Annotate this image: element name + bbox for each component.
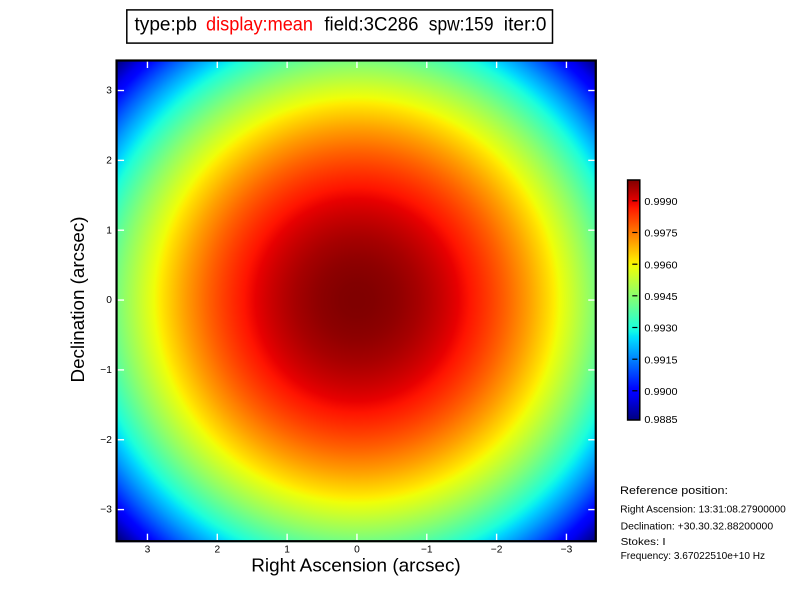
svg-text:3: 3 xyxy=(145,544,151,555)
svg-text:1: 1 xyxy=(284,544,290,555)
svg-text:iter:0: iter:0 xyxy=(504,15,547,36)
svg-text:Declination: +30.30.32.8820000: Declination: +30.30.32.88200000 xyxy=(621,522,774,533)
svg-text:0.9990: 0.9990 xyxy=(644,197,678,208)
svg-text:type:pb: type:pb xyxy=(135,15,198,36)
svg-text:field:3C286: field:3C286 xyxy=(324,15,418,36)
svg-text:1: 1 xyxy=(106,225,112,236)
svg-text:−2: −2 xyxy=(100,435,112,446)
svg-text:0.9930: 0.9930 xyxy=(644,324,678,335)
svg-text:−1: −1 xyxy=(421,544,433,555)
svg-text:0.9885: 0.9885 xyxy=(644,415,678,426)
svg-text:0.9960: 0.9960 xyxy=(644,260,678,271)
svg-text:3: 3 xyxy=(106,86,112,97)
svg-text:2: 2 xyxy=(106,155,112,166)
svg-text:Stokes: I: Stokes: I xyxy=(621,537,666,548)
svg-text:−2: −2 xyxy=(491,544,503,555)
svg-text:Reference position:: Reference position: xyxy=(620,485,728,497)
svg-text:−3: −3 xyxy=(100,505,112,516)
svg-text:2: 2 xyxy=(214,544,220,555)
svg-text:0.9900: 0.9900 xyxy=(644,387,678,398)
svg-text:display:mean: display:mean xyxy=(206,15,313,36)
svg-text:0.9975: 0.9975 xyxy=(644,229,678,240)
svg-text:Frequency: 3.67022510e+10 Hz: Frequency: 3.67022510e+10 Hz xyxy=(621,551,766,562)
svg-text:0.9915: 0.9915 xyxy=(644,355,678,366)
svg-text:Right Ascension (arcsec): Right Ascension (arcsec) xyxy=(251,554,461,575)
svg-text:Declination (arcsec): Declination (arcsec) xyxy=(67,217,88,383)
svg-text:−3: −3 xyxy=(561,544,573,555)
svg-text:0: 0 xyxy=(106,295,112,306)
svg-text:Right Ascension: 13:31:08.2790: Right Ascension: 13:31:08.27900000 xyxy=(620,505,786,516)
svg-text:−1: −1 xyxy=(100,365,112,376)
svg-text:0: 0 xyxy=(354,544,360,555)
svg-text:spw:159: spw:159 xyxy=(429,15,494,36)
svg-text:0.9945: 0.9945 xyxy=(644,292,678,303)
